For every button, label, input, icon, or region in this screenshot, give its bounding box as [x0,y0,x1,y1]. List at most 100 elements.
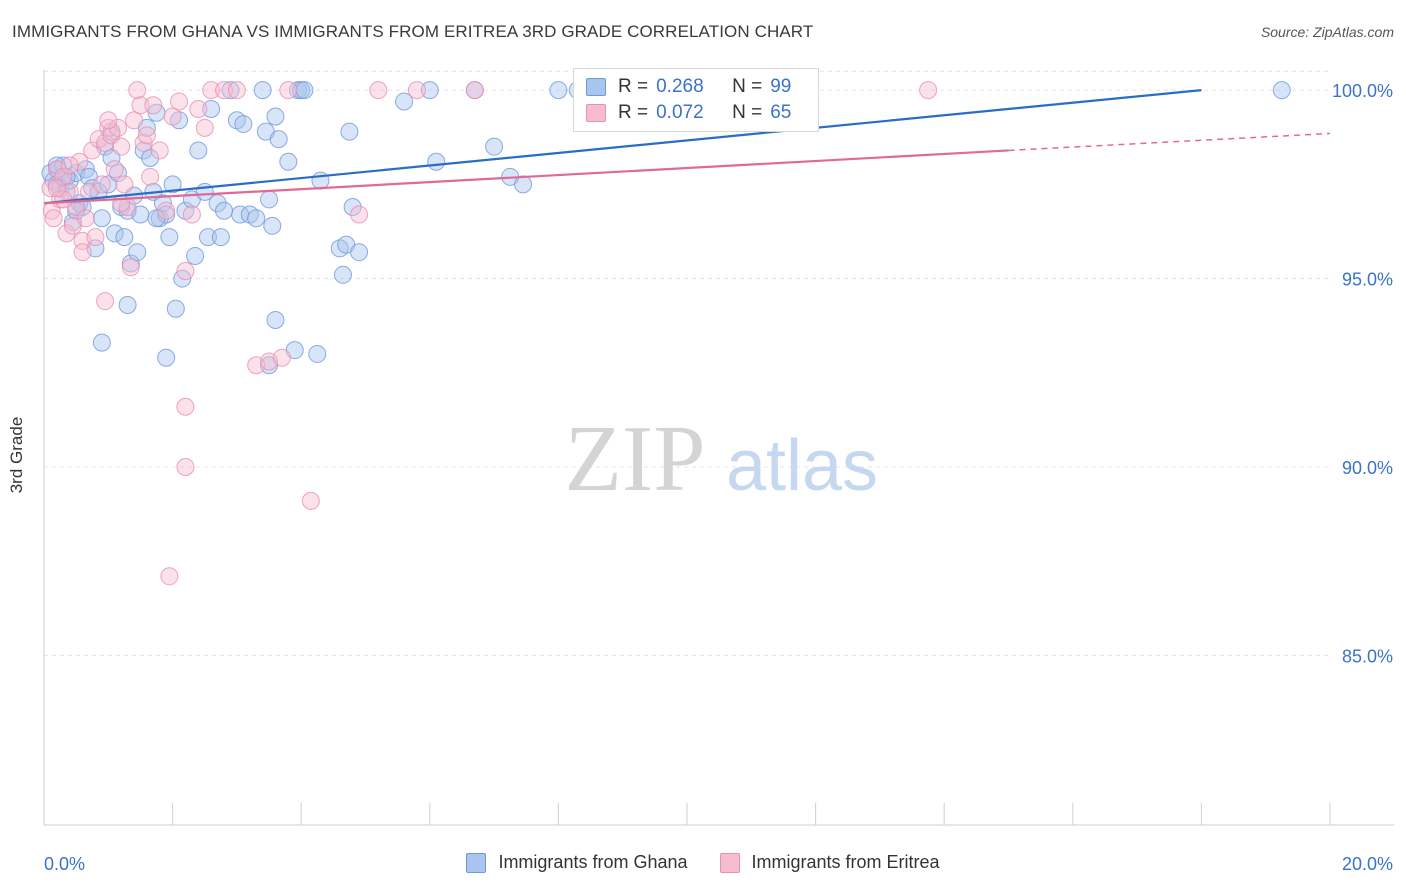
ghana-point [186,246,205,265]
n-label: N = [732,76,763,97]
eritrea-legend-swatch [719,852,740,873]
eritrea-point [272,348,291,367]
eritrea-point [141,167,160,186]
eritrea-point [176,397,195,416]
eritrea-point [215,81,234,100]
eritrea-point [76,209,95,228]
eritrea-point [112,137,131,156]
ghana-point [134,141,153,160]
eritrea-point [105,160,124,179]
eritrea-point [919,81,938,100]
stats-legend: R = 0.268 N = 99 R = 0.072 N = 65 [573,68,819,132]
legend-label-eritrea: Immigrants from Eritrea [751,852,940,872]
eritrea-point [137,126,156,145]
eritrea-point [47,179,66,198]
watermark: ZIP atlas [565,407,879,511]
ghana-point [266,311,285,330]
ghana-point [295,81,314,100]
y-tick-label: 90.0% [1342,458,1393,478]
ghana-point [121,254,140,273]
eritrea-point [176,262,195,281]
ghana-point [189,141,208,160]
ghana-point [211,228,230,247]
r-label: R = [618,76,649,97]
ghana-point [105,224,124,243]
ghana-point [147,209,166,228]
eritrea-point [301,491,320,510]
ghana-point [234,115,253,134]
eritrea-point [96,292,115,311]
eritrea-trend-line [43,149,1009,205]
legend-item-eritrea: Immigrants from Eritrea [719,852,940,873]
eritrea-point [202,81,221,100]
trend-lines [43,89,1331,205]
ghana-point [485,137,504,156]
eritrea-point [125,111,144,130]
x-tick-label-min: 0.0% [44,854,85,874]
ghana-point [1272,81,1291,100]
eritrea-point [170,92,189,111]
eritrea-point [195,118,214,137]
ghana-point [427,152,446,171]
ghana-point [198,228,217,247]
eritrea-trend-extension [1008,132,1331,152]
y-tick-label: 95.0% [1342,270,1393,290]
stats-row-eritrea: R = 0.072 N = 65 [586,101,791,125]
eritrea-point [163,107,182,126]
data-points [41,81,1291,586]
ghana-point [247,209,266,228]
ghana-point [514,175,533,194]
y-tick-label: 85.0% [1342,646,1393,666]
eritrea-point [54,167,73,186]
ghana-point [253,81,272,100]
ghana-point [343,197,362,216]
eritrea-point [182,205,201,224]
ghana-point [266,107,285,126]
eritrea-point [70,152,89,171]
ghana-point [157,205,176,224]
eritrea-point [60,156,79,175]
eritrea-point [131,96,150,115]
n-label: N = [732,102,763,123]
ghana-point [350,243,369,262]
chart-title: IMMIGRANTS FROM GHANA VS IMMIGRANTS FROM… [12,22,814,41]
ghana-point [308,344,327,363]
eritrea-point [73,243,92,262]
source-label: Source: ZipAtlas.com [1260,24,1394,40]
ghana-point [166,299,185,318]
ghana-point [141,148,160,167]
ghana-point [549,81,568,100]
ghana-point [115,228,134,247]
series-legend: Immigrants from Ghana Immigrants from Er… [0,852,1406,873]
eritrea-point [350,205,369,224]
ghana-point [163,175,182,194]
eritrea-point [407,81,426,100]
ghana-point [340,122,359,141]
eritrea-point [160,567,179,586]
eritrea-point [115,175,134,194]
watermark-atlas: atlas [726,426,878,506]
eritrea-point [176,457,195,476]
eritrea-point [108,118,127,137]
ghana-point [118,295,137,314]
y-tick-label: 100.0% [1332,81,1393,101]
ghana-point [202,99,221,118]
legend-label-ghana: Immigrants from Ghana [498,852,688,872]
watermark-zip: ZIP [565,407,706,511]
ghana-point [157,348,176,367]
ghana-point [395,92,414,111]
ghana-point [260,190,279,209]
ghana-point [279,152,298,171]
eritrea-point [189,99,208,118]
ghana-point [47,156,66,175]
n-value: 65 [770,102,792,123]
eritrea-point [279,81,298,100]
ghana-point [92,209,111,228]
grid-lines [44,70,1330,656]
ghana-point [221,81,240,100]
eritrea-point [99,111,118,130]
ghana-point [269,130,288,149]
eritrea-point [86,228,105,247]
eritrea-point [369,81,388,100]
